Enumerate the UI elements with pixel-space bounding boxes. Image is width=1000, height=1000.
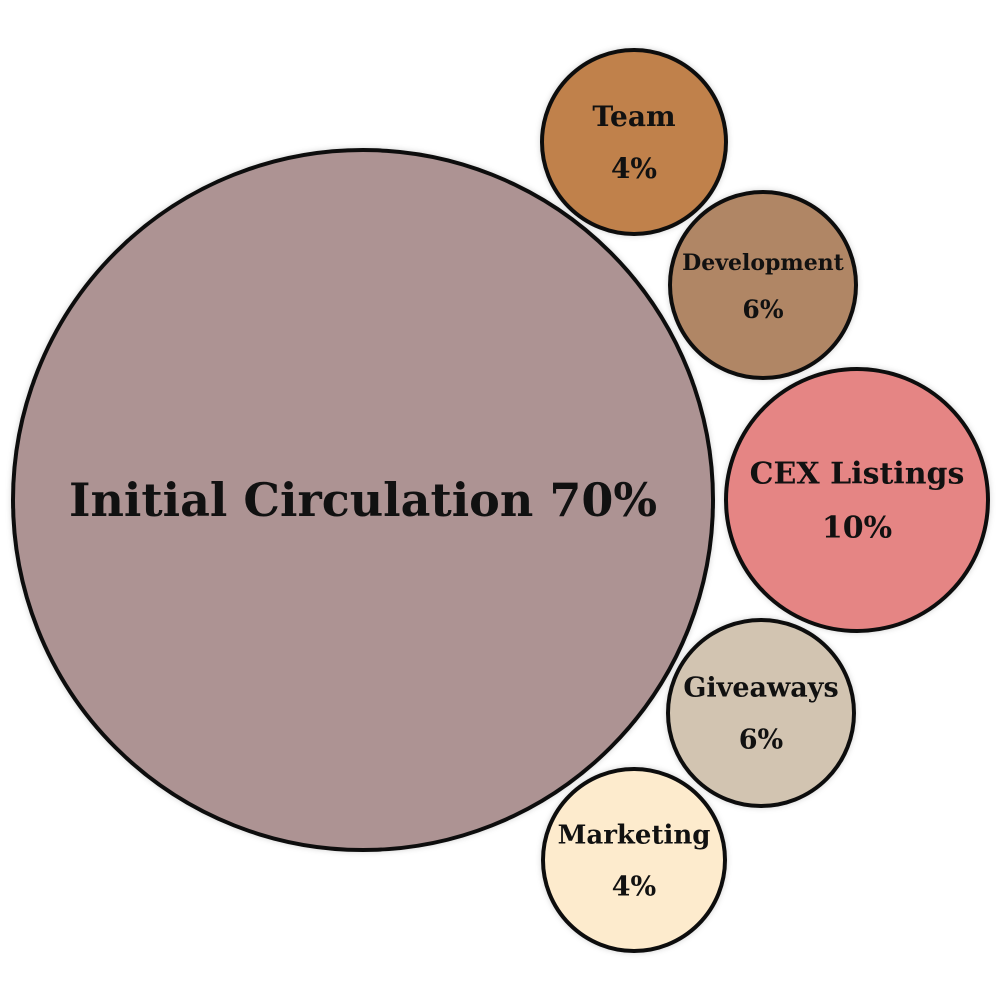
bubble-team: Team 4% bbox=[540, 48, 728, 236]
bubble-name-cex-listings: CEX Listings bbox=[750, 457, 965, 492]
bubble-marketing: Marketing 4% bbox=[541, 767, 727, 953]
bubble-group: Initial Circulation 70% Team 4% Development… bbox=[11, 48, 990, 953]
bubble-development: Development 6% bbox=[668, 190, 858, 380]
bubble-name: Initial Circulation bbox=[69, 473, 549, 527]
bubble-circle-cex-listings bbox=[724, 367, 990, 633]
bubble-circle-giveaways bbox=[666, 618, 856, 808]
bubble-label-initial-circulation: Initial Circulation 70% bbox=[69, 473, 657, 527]
bubble-value-marketing: 4% bbox=[612, 871, 656, 902]
bubble-value-cex-listings: 10% bbox=[822, 511, 892, 546]
bubble-name-team: Team bbox=[592, 100, 675, 133]
bubble-circle-development bbox=[668, 190, 858, 380]
bubble-giveaways: Giveaways 6% bbox=[666, 618, 856, 808]
bubble-value-development: 6% bbox=[742, 295, 783, 324]
bubble-name-development: Development bbox=[682, 250, 845, 276]
bubble-value: 70% bbox=[549, 473, 657, 527]
bubble-initial-circulation: Initial Circulation 70% bbox=[11, 148, 715, 852]
bubble-value-giveaways: 6% bbox=[739, 724, 783, 755]
bubble-name-giveaways: Giveaways bbox=[683, 672, 838, 703]
bubble-circle-marketing bbox=[541, 767, 727, 953]
bubble-circle-initial-circulation bbox=[11, 148, 715, 852]
bubble-name-marketing: Marketing bbox=[558, 820, 711, 850]
bubble-value-team: 4% bbox=[611, 152, 657, 185]
bubble-circle-team bbox=[540, 48, 728, 236]
bubble-cex-listings: CEX Listings 10% bbox=[724, 367, 990, 633]
